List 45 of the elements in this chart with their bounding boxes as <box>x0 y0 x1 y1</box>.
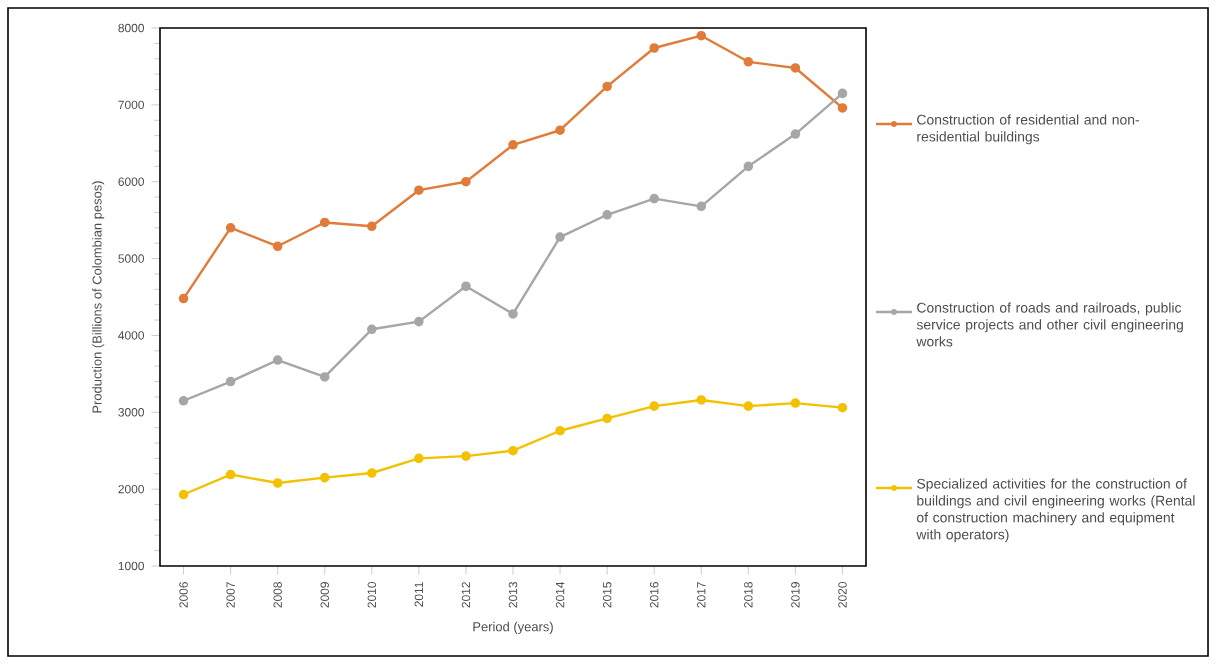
point <box>225 469 236 480</box>
point <box>837 103 848 113</box>
point <box>508 140 518 150</box>
point <box>696 201 707 212</box>
point <box>555 425 565 436</box>
point <box>696 30 707 41</box>
point <box>461 176 471 187</box>
point <box>272 478 283 488</box>
point <box>602 81 612 92</box>
point <box>790 63 801 73</box>
point <box>743 161 754 172</box>
point <box>837 88 848 99</box>
point <box>508 445 518 456</box>
point <box>319 472 330 483</box>
point <box>367 221 377 232</box>
point <box>414 185 424 195</box>
point <box>461 281 471 292</box>
point <box>414 453 424 464</box>
point <box>272 241 283 252</box>
point <box>225 376 236 387</box>
point <box>225 223 236 233</box>
point <box>649 401 659 411</box>
point <box>319 217 330 228</box>
point <box>178 293 189 304</box>
point <box>602 413 612 424</box>
point <box>555 232 565 242</box>
point <box>178 395 189 406</box>
point <box>272 355 283 365</box>
point <box>696 395 707 405</box>
point <box>414 316 424 327</box>
point <box>602 209 612 220</box>
point <box>461 451 471 461</box>
point <box>790 398 801 408</box>
point <box>743 57 754 67</box>
point <box>508 309 518 319</box>
point <box>178 489 189 500</box>
point <box>649 193 659 204</box>
point <box>649 43 659 53</box>
point <box>790 129 801 139</box>
point <box>367 324 377 335</box>
point <box>555 125 565 136</box>
point <box>367 468 377 478</box>
point <box>319 372 330 382</box>
point <box>837 402 848 413</box>
point <box>743 401 754 411</box>
